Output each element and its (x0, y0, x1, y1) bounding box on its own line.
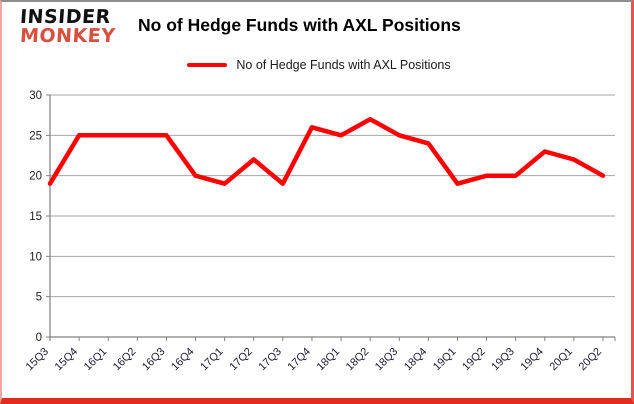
x-tick-label: 15Q3 (24, 346, 52, 374)
x-tick-label: 17Q4 (286, 346, 314, 374)
x-tick-label: 19Q3 (489, 346, 517, 374)
insider-monkey-logo: INSIDER MONKEY (19, 6, 117, 47)
x-tick-label: 16Q2 (111, 346, 139, 374)
legend-label: No of Hedge Funds with AXL Positions (236, 58, 451, 72)
x-tick-label: 18Q1 (315, 346, 343, 374)
series-line (47, 116, 606, 186)
x-tick-label: 18Q4 (402, 346, 430, 374)
legend: No of Hedge Funds with AXL Positions (2, 58, 631, 72)
x-tick-label: 20Q1 (547, 346, 575, 374)
page-title: No of Hedge Funds with AXL Positions (138, 15, 461, 35)
y-tick-label: 5 (36, 292, 42, 304)
y-tick-label: 10 (29, 251, 42, 263)
y-tick-label: 30 (29, 90, 42, 102)
x-tick-label: 20Q2 (577, 346, 605, 374)
x-tick-label: 18Q3 (373, 346, 401, 374)
x-tick-label: 19Q4 (518, 346, 546, 374)
x-tick-label: 17Q1 (198, 346, 226, 374)
x-tick-label: 17Q2 (227, 346, 255, 374)
y-tick-label: 15 (29, 211, 42, 223)
y-tick-label: 0 (36, 332, 42, 344)
x-tick-label: 18Q2 (344, 346, 372, 374)
x-tick-label: 16Q4 (169, 346, 197, 374)
logo-line-monkey: MONKEY (19, 25, 117, 47)
x-tick-label: 16Q1 (82, 346, 110, 374)
y-tick-label: 20 (29, 171, 42, 183)
x-tick-label: 16Q3 (140, 346, 168, 374)
y-tick-label: 25 (29, 130, 42, 142)
x-tick-label: 19Q1 (431, 346, 459, 374)
x-tick-label: 17Q3 (256, 346, 284, 374)
x-tick-label: 19Q2 (460, 346, 488, 374)
legend-line-swatch (187, 62, 228, 68)
line-chart-plot: 0 5 10 15 20 25 30 15Q3 15Q4 16Q1 16Q2 16Q3 16Q4 17Q1… (24, 90, 616, 374)
x-tick-label: 15Q4 (53, 346, 81, 374)
